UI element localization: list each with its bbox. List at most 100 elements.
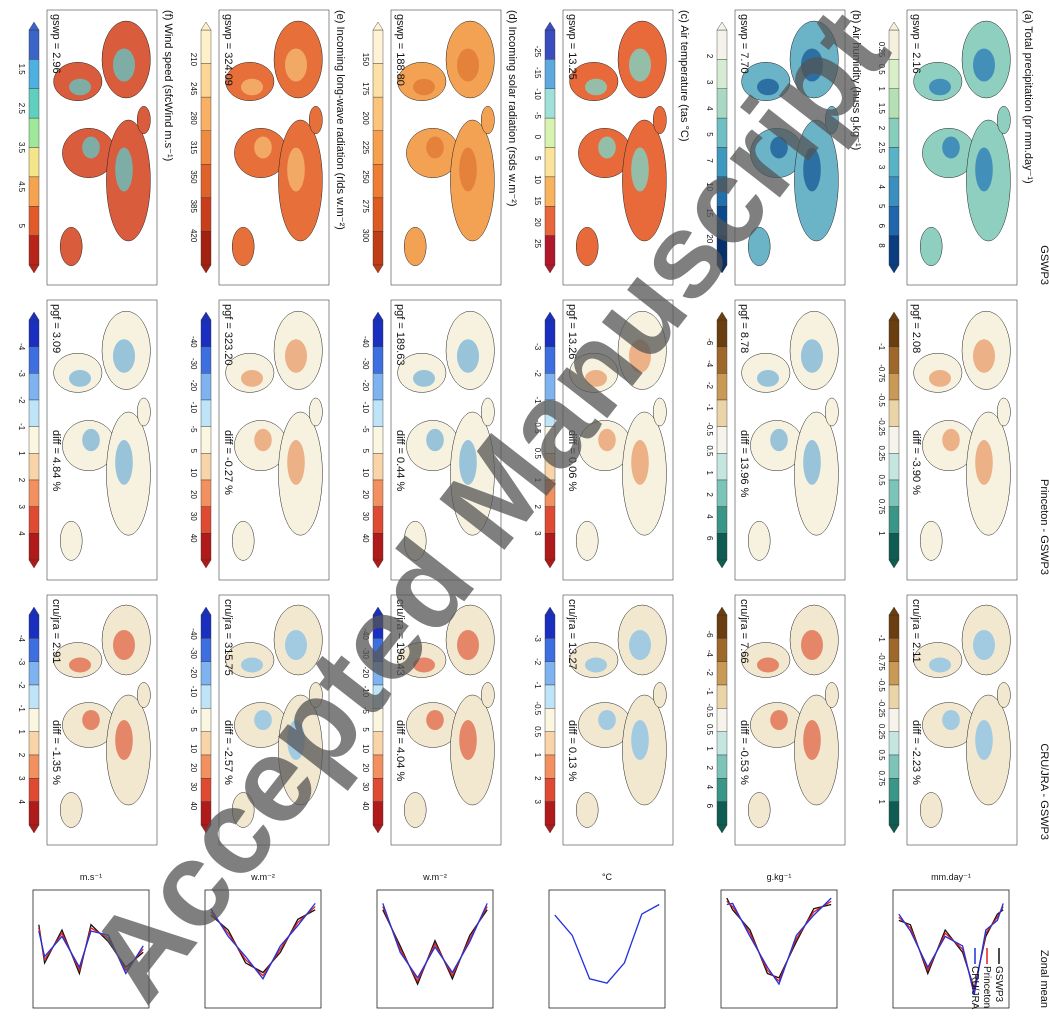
continent bbox=[652, 397, 667, 427]
map-spot bbox=[413, 370, 435, 387]
colorbar-segment bbox=[716, 731, 728, 756]
colorbar-segment bbox=[200, 426, 212, 454]
colorbar-segment bbox=[716, 206, 728, 236]
colorbar-tick-label: 0.25 bbox=[877, 724, 886, 740]
colorbar-segment bbox=[544, 708, 556, 732]
column-header: Zonal mean bbox=[1038, 950, 1049, 1008]
map bbox=[906, 299, 1018, 581]
colorbar-segment bbox=[200, 708, 212, 732]
colorbar-tick-label: 2.5 bbox=[17, 103, 26, 115]
map bbox=[46, 9, 158, 286]
colorbar-tick-label: -0.75 bbox=[877, 364, 886, 383]
colorbar-tick-label: 2.5 bbox=[877, 142, 886, 154]
colorbar-tick-label: -1 bbox=[17, 705, 26, 713]
map-spot bbox=[585, 370, 607, 387]
colorbar-segment bbox=[544, 373, 556, 401]
colorbar-segment bbox=[544, 117, 556, 148]
colorbar-tick-label: -30 bbox=[189, 358, 198, 370]
colorbar-tick-label: -10 bbox=[361, 401, 370, 413]
colorbar-tick-label: 40 bbox=[361, 801, 370, 810]
colorbar-tick-label: 7 bbox=[705, 158, 714, 163]
colorbar-tick-label: 4 bbox=[17, 799, 26, 804]
colorbar-tick-label: -1 bbox=[533, 681, 542, 689]
colorbar-tick-label: 1.5 bbox=[17, 64, 26, 76]
colorbar-tick-label: 1 bbox=[705, 471, 714, 476]
colorbar-segment bbox=[372, 164, 384, 199]
map-spot bbox=[459, 440, 477, 485]
colorbar-segment bbox=[28, 614, 40, 639]
colorbar-tick-label: 350 bbox=[189, 170, 198, 184]
colorbar-tick-label: 200 bbox=[361, 111, 370, 125]
colorbar-segment bbox=[28, 29, 40, 60]
zonal-line bbox=[382, 909, 488, 986]
colorbar-tick-label: 0.5 bbox=[877, 474, 886, 486]
colorbar-segment bbox=[888, 117, 900, 148]
colorbar-segment bbox=[372, 614, 384, 639]
colorbar-segment bbox=[28, 235, 40, 266]
colorbar-arrow bbox=[716, 21, 728, 31]
colorbar-segment bbox=[200, 614, 212, 639]
colorbar-tick-label: 1 bbox=[877, 799, 886, 804]
colorbar-segment bbox=[200, 778, 212, 802]
zonal-unit: w.m⁻² bbox=[422, 872, 447, 882]
colorbar-segment bbox=[544, 346, 556, 374]
colorbar-tick-label: 2 bbox=[877, 126, 886, 131]
colorbar-tick-label: -0.5 bbox=[705, 422, 714, 436]
zonal-unit: °C bbox=[602, 872, 613, 882]
colorbar-arrow bbox=[888, 606, 900, 616]
colorbar-tick-label: 5 bbox=[361, 449, 370, 454]
colorbar-tick-label: -0.75 bbox=[877, 653, 886, 672]
colorbar-tick-label: 1 bbox=[533, 478, 542, 483]
map-label: diff = -1.35 % bbox=[50, 720, 62, 785]
colorbar-segment bbox=[28, 399, 40, 427]
map-spot bbox=[801, 339, 823, 373]
colorbar-segment bbox=[888, 754, 900, 779]
continent bbox=[403, 792, 427, 828]
colorbar-tick-label: -1 bbox=[705, 688, 714, 696]
map-spot bbox=[287, 720, 305, 760]
column-header: GSWP3 bbox=[1038, 245, 1049, 285]
map-spot bbox=[457, 630, 479, 660]
map-label: pgf = 8.78 bbox=[738, 304, 750, 353]
map bbox=[734, 299, 846, 581]
colorbar-segment bbox=[372, 29, 384, 64]
row-title: (f) Wind speed (sfcWind m.s⁻¹) bbox=[162, 10, 174, 161]
row-title: (b) Air humidity (huss g.kg⁻¹) bbox=[850, 10, 862, 150]
colorbar-segment bbox=[716, 346, 728, 374]
legend-label: Princeton bbox=[981, 966, 992, 1008]
map-spot bbox=[929, 78, 951, 96]
colorbar-tick-label: 5 bbox=[189, 727, 198, 732]
colorbar-tick-label: 315 bbox=[189, 141, 198, 155]
colorbar-arrow bbox=[888, 311, 900, 321]
colorbar-tick-label: 2 bbox=[17, 478, 26, 483]
colorbar-segment bbox=[716, 708, 728, 732]
colorbar-tick-label: -4 bbox=[17, 635, 26, 643]
colorbar-segment bbox=[372, 661, 384, 686]
colorbar-tick-label: 420 bbox=[189, 229, 198, 243]
colorbar-tick-label: 0.5 bbox=[705, 724, 714, 736]
colorbar-segment bbox=[716, 533, 728, 561]
colorbar-tick-label: 4 bbox=[705, 785, 714, 790]
map-spot bbox=[115, 440, 133, 485]
colorbar-tick-label: 1 bbox=[877, 87, 886, 92]
colorbar-arrow bbox=[888, 559, 900, 569]
colorbar-tick-label: -0.5 bbox=[877, 678, 886, 692]
colorbar-tick-label: -10 bbox=[361, 686, 370, 698]
colorbar-segment bbox=[372, 533, 384, 561]
colorbar-segment bbox=[888, 638, 900, 662]
colorbar-tick-label: 4.5 bbox=[17, 181, 26, 193]
map-label: cru/jra = 196.43 bbox=[394, 599, 406, 676]
map-label: pgf = 3.09 bbox=[50, 304, 62, 353]
colorbar-tick-label: 1.5 bbox=[877, 103, 886, 115]
colorbar-segment bbox=[372, 506, 384, 534]
map-spot bbox=[942, 136, 960, 159]
colorbar-tick-label: 20 bbox=[361, 490, 370, 499]
colorbar-segment bbox=[200, 231, 212, 266]
zonal-frame bbox=[32, 889, 150, 1009]
colorbar-segment bbox=[716, 88, 728, 119]
colorbar-tick-label: 3 bbox=[17, 504, 26, 509]
map-spot bbox=[254, 428, 272, 452]
colorbar-segment bbox=[888, 506, 900, 534]
